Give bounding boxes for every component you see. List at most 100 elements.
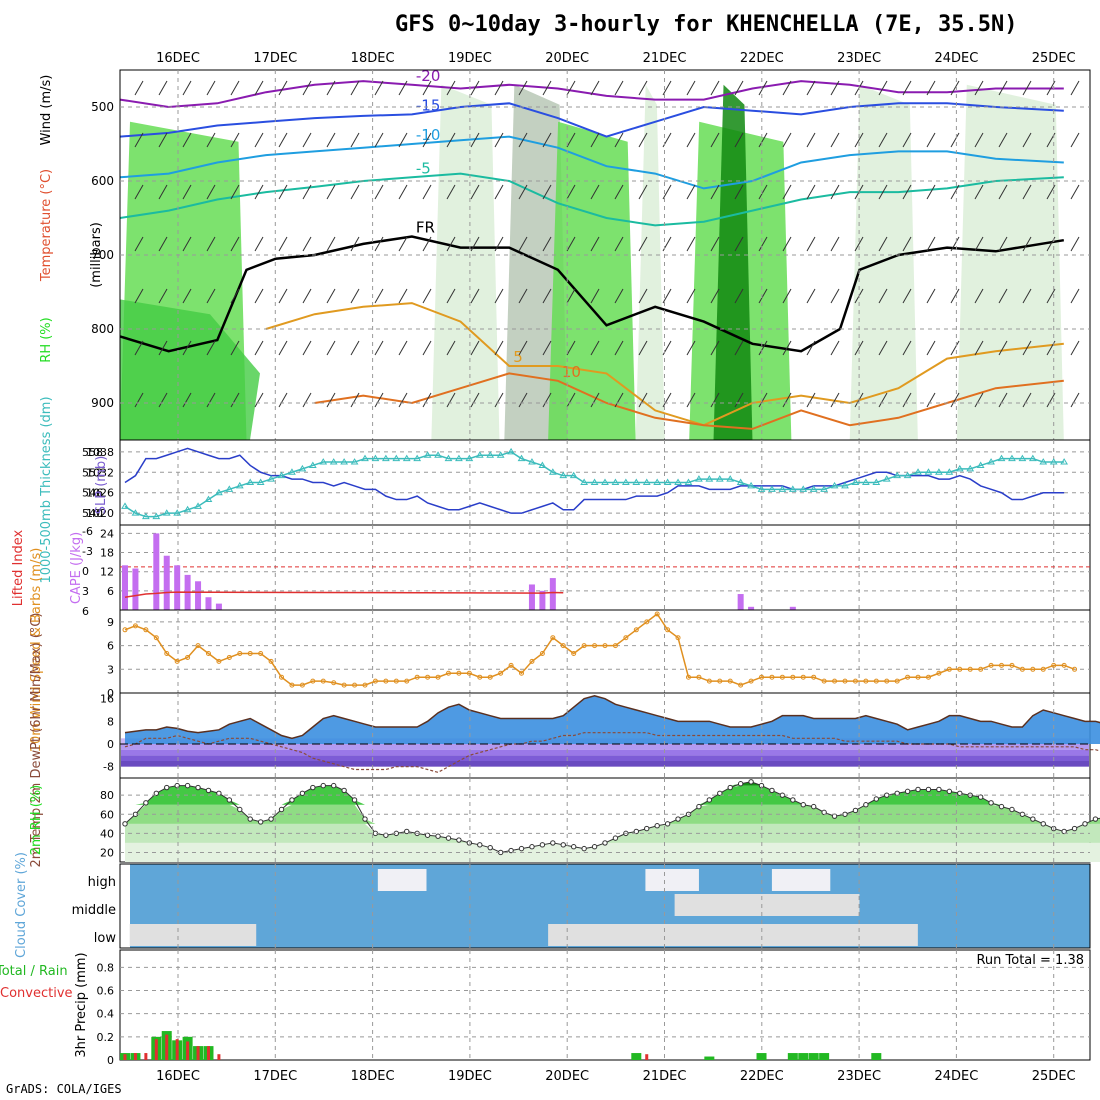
wind-barb — [278, 392, 288, 408]
wind-barb — [230, 340, 240, 356]
rh-point — [174, 782, 180, 789]
rh-tick-label: 60 — [100, 808, 114, 821]
wind-barb — [1022, 288, 1032, 304]
wind-speed-point — [957, 666, 963, 672]
wind-barb — [1070, 184, 1080, 200]
wind-barb — [974, 392, 984, 408]
rh-point — [1071, 825, 1078, 832]
wind-speed-point — [372, 678, 378, 684]
thickness-point — [872, 478, 881, 485]
precip-convective-bar — [144, 1053, 148, 1060]
thickness-point — [517, 454, 526, 462]
wind-barb — [158, 132, 168, 148]
wind-speed-point — [466, 670, 472, 676]
wind-barb — [758, 80, 768, 96]
wind-barb — [566, 132, 576, 148]
pressure-tick-label: 600 — [91, 174, 114, 188]
rh-point — [988, 800, 994, 806]
rh-point — [915, 786, 921, 793]
chart-title: GFS 0~10day 3-hourly for KHENCHELLA (7E,… — [395, 12, 1018, 37]
precip-total-bar — [798, 1053, 809, 1060]
wind-barb — [326, 184, 336, 200]
wind-barb — [182, 392, 192, 408]
thickness-point — [726, 475, 735, 482]
precip-convective-bar — [645, 1054, 649, 1060]
thickness-point — [705, 475, 714, 482]
wind-speed-point — [978, 666, 984, 672]
wind-barb — [806, 340, 816, 356]
wind-barb — [638, 392, 648, 408]
thickness-point — [350, 458, 359, 465]
wind-barb — [950, 236, 960, 252]
wind-barb — [974, 236, 984, 252]
cape-li-panel — [119, 524, 1091, 611]
wind-speed-point — [894, 678, 900, 684]
rh-legend-label: RH (%) — [39, 317, 54, 362]
wind-speed-point — [675, 635, 681, 641]
wind-barb — [398, 392, 408, 408]
precip-tick-label: 0 — [107, 1054, 114, 1067]
wind-barb — [422, 340, 432, 356]
precip-axis-label: 3hr Precip (mm) — [74, 952, 89, 1057]
wind-barb — [758, 184, 768, 200]
thickness-point — [736, 478, 745, 485]
wind-barb — [830, 392, 840, 408]
cape-bar — [163, 555, 170, 610]
wind-speed-point — [748, 678, 754, 684]
wind-barb — [134, 236, 144, 252]
wind-speed-point — [759, 674, 765, 680]
wind-speed-point — [800, 674, 806, 680]
wind-barb — [686, 236, 696, 252]
rh-point — [289, 797, 295, 803]
wind-barb — [830, 80, 840, 96]
cloud-gap-middle — [674, 894, 860, 916]
wind-barb — [254, 236, 264, 252]
wind-barb — [1070, 340, 1080, 356]
pressure-tick-label: 700 — [91, 248, 114, 262]
rh-shaded-region — [548, 121, 636, 441]
wind-barb — [446, 288, 456, 304]
rh-point — [800, 802, 806, 808]
rh-point — [268, 816, 274, 822]
wind-speed-point — [487, 674, 493, 680]
slp-tick-label: 1032 — [86, 466, 114, 479]
rh-point — [925, 786, 932, 793]
wind-barb — [446, 132, 456, 148]
thickness-point — [225, 485, 234, 492]
cape-bar — [122, 565, 128, 610]
thickness-point — [507, 447, 515, 455]
wind-speed-point — [393, 678, 399, 684]
rh-point — [1082, 821, 1088, 827]
wind-barb — [134, 340, 144, 356]
wind-barb — [590, 288, 600, 304]
wind-speed-point — [842, 678, 848, 684]
wind-tick-label: 0 — [107, 687, 114, 700]
rh-shaded-region — [956, 84, 1064, 441]
wind-barb — [734, 392, 744, 408]
thickness-point — [329, 458, 338, 465]
wind-speed-point — [811, 674, 817, 680]
rh-point — [445, 835, 452, 841]
rh-area-band — [125, 842, 1100, 862]
thickness-point — [121, 502, 129, 509]
wind-barb — [254, 80, 264, 96]
wind-barb — [590, 132, 600, 148]
thickness-point — [423, 451, 432, 458]
wind-speed-point — [435, 674, 441, 680]
wind-barb — [398, 184, 408, 200]
wind-barb — [782, 236, 792, 252]
contour-label: -20 — [416, 67, 441, 85]
wind-barb — [302, 184, 312, 200]
wind-speed-point — [216, 658, 222, 664]
rh-point — [247, 816, 253, 822]
wind-speed-point — [226, 654, 232, 660]
rh-point — [435, 833, 441, 839]
wind-barb — [614, 288, 624, 304]
cape-bar — [549, 578, 556, 610]
wind-barb — [758, 392, 768, 408]
precip-total-bar — [808, 1053, 819, 1060]
wind-barb — [638, 236, 648, 252]
thickness-point — [955, 464, 964, 472]
thickness-point — [361, 454, 369, 462]
thickness-point — [308, 461, 317, 468]
